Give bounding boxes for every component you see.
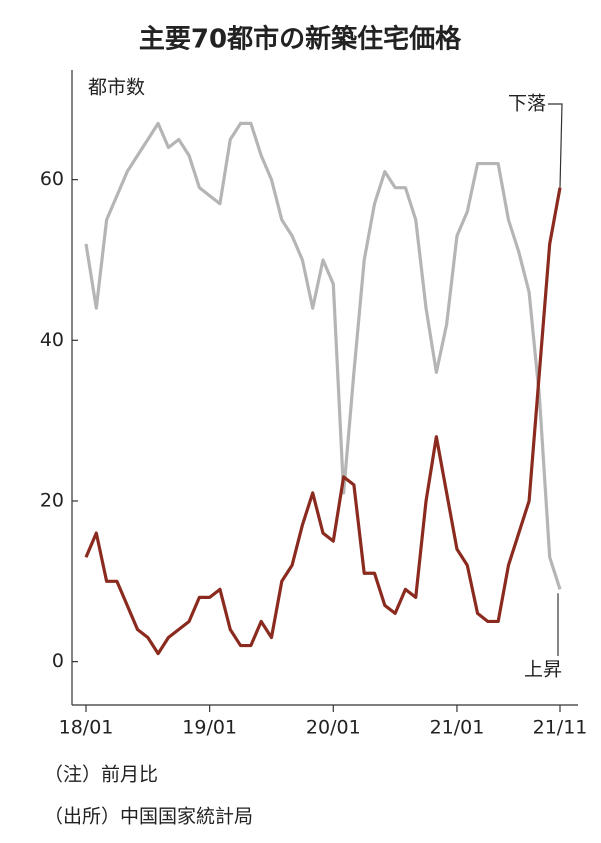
- y-axis-label: 都市数: [88, 77, 145, 99]
- y-tick-label: 20: [40, 489, 64, 511]
- source: （出所）中国国家統計局: [44, 806, 253, 828]
- y-tick-label: 0: [52, 650, 64, 672]
- x-tick-label: 20/01: [306, 717, 361, 739]
- chart-title: 主要70都市の新築住宅価格: [139, 24, 462, 55]
- note: （注）前月比: [44, 764, 158, 786]
- x-tick-label: 21/01: [430, 717, 485, 739]
- x-tick-label: 18/01: [59, 717, 114, 739]
- x-tick-label: 21/11: [533, 717, 588, 739]
- series-line: [84, 187, 562, 656]
- y-tick-label: 60: [40, 168, 64, 190]
- x-tick-label: 19/01: [182, 717, 237, 739]
- leader-line: [548, 103, 563, 188]
- legend-label: 上昇: [524, 659, 562, 681]
- legend-label: 下落: [508, 93, 546, 115]
- series-line: [84, 121, 562, 590]
- y-tick-label: 40: [40, 329, 64, 351]
